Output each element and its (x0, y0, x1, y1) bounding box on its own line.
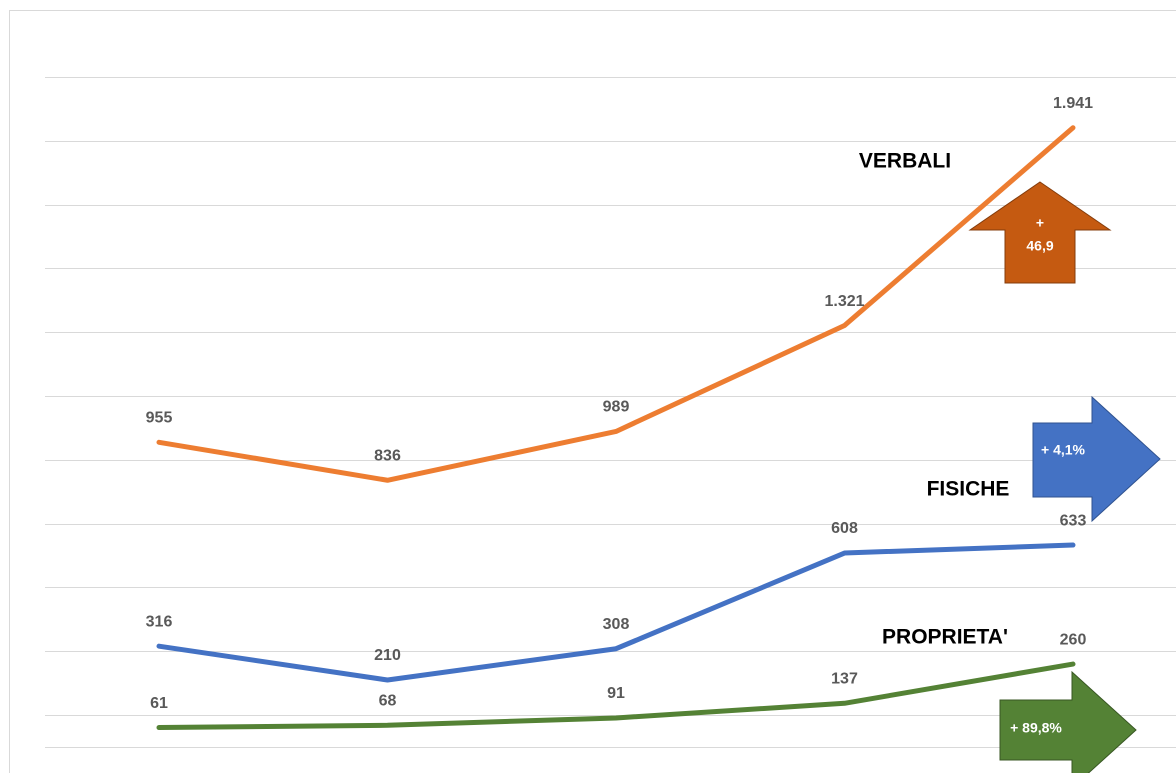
arrow-text: + (1036, 215, 1044, 231)
data-label: 316 (146, 613, 173, 630)
grid (45, 77, 1176, 748)
series-name: VERBALI (859, 150, 951, 173)
data-label: 61 (150, 695, 168, 712)
data-label: 1.941 (1053, 95, 1093, 112)
data-label: 608 (831, 520, 858, 537)
data-label: 955 (146, 410, 173, 427)
series-name: FISICHE (927, 478, 1010, 501)
data-label: 989 (603, 399, 630, 416)
chart-border (9, 10, 1176, 773)
arrow-text: + 4,1% (1041, 442, 1086, 458)
series-line (156, 542, 1076, 683)
data-label: 836 (374, 447, 401, 464)
arrow-text: 46,9 (1026, 238, 1053, 254)
arrow-right (999, 670, 1137, 773)
series-line (156, 661, 1076, 731)
data-label: 68 (379, 693, 397, 710)
data-label: 91 (607, 685, 625, 702)
data-labels: 955 836 989 1.321 1.941 316 210 308 608 633 61 68 91… (146, 95, 1093, 712)
series-lines (156, 125, 1076, 731)
data-label: 1.321 (824, 293, 864, 310)
arrow-text: + 89,8% (1010, 720, 1062, 736)
series-line (156, 125, 1076, 483)
arrow-right (1032, 395, 1161, 523)
data-label: 137 (831, 671, 858, 688)
data-label: 260 (1060, 631, 1087, 648)
series-name: PROPRIETA' (882, 626, 1008, 649)
data-label: 633 (1060, 512, 1087, 529)
data-label: 308 (603, 616, 630, 633)
arrow-up (968, 181, 1112, 284)
data-label: 210 (374, 647, 401, 664)
